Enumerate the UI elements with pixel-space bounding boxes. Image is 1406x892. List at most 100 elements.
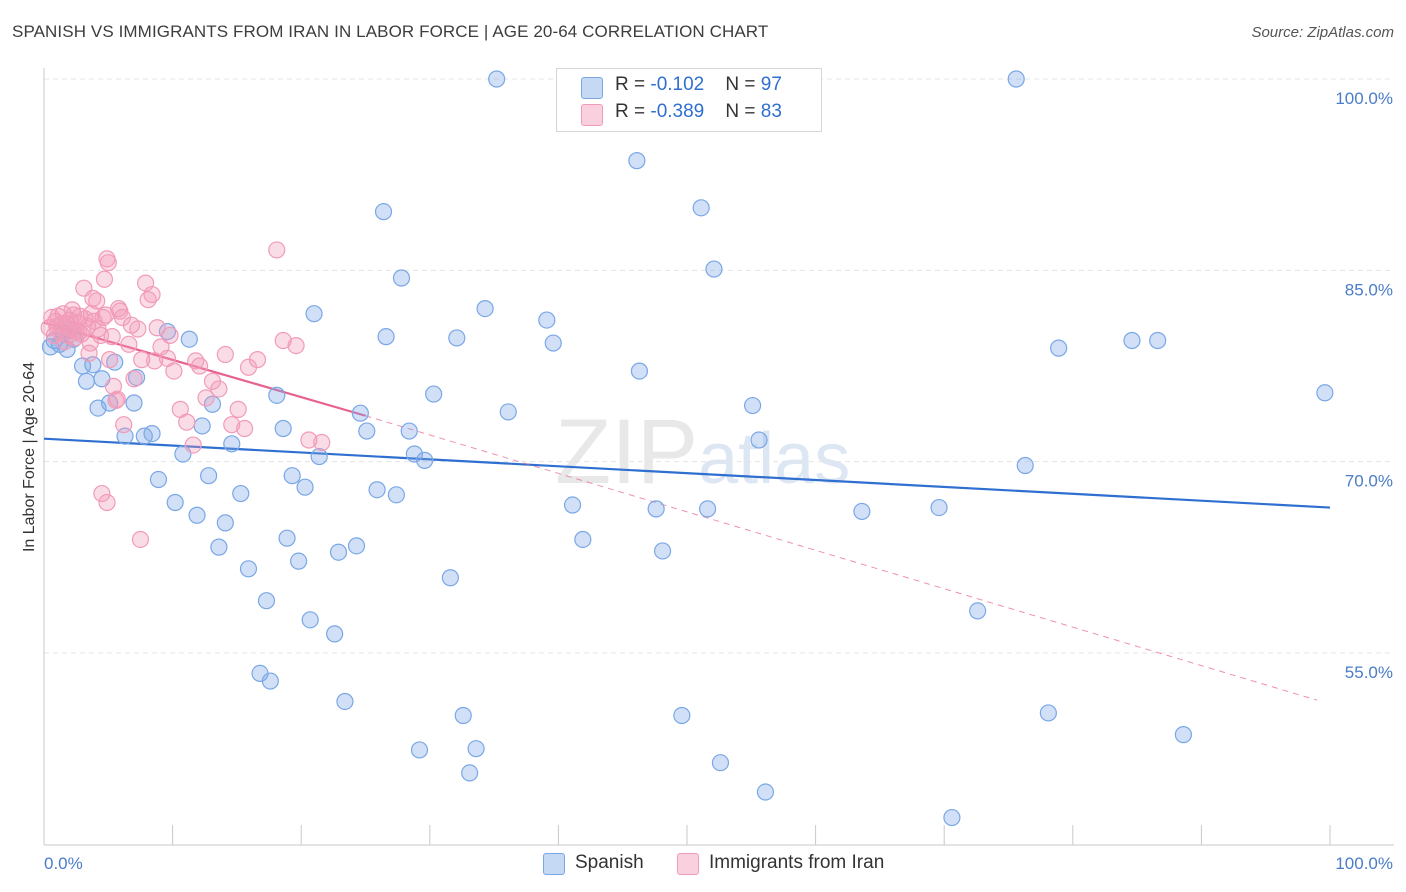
spanish-point [203,395,222,413]
spanish-point [673,706,691,725]
iran-point [80,344,98,362]
tick-labels: 55.0% 70.0% 85.0% 100.0% 0.0% 100.0% In Labor … [21,89,1393,873]
iran-point [148,319,166,337]
spanish-point [326,625,344,643]
legend-stats-spanish: R = -0.102 N = 97 [615,74,782,96]
r-label: R = [615,74,651,95]
source-label: Source: ZipAtlas.com [1251,24,1394,41]
spanish-point [210,538,228,556]
n-value: 83 [760,101,782,122]
iran-point [84,289,102,307]
spanish-point [454,706,472,725]
spanish-swatch [543,853,565,875]
spanish-point [268,386,286,404]
spanish-point [374,203,393,221]
spanish-point [653,542,672,560]
spanish-point [628,152,646,170]
spanish-point [336,692,354,711]
watermark-zip: ZIP [555,401,699,503]
iran-point [165,362,183,380]
spanish-point [149,470,168,489]
spanish-point [1149,331,1167,350]
spanish-point [630,362,649,380]
spanish-point [1007,70,1025,88]
spanish-point [711,754,730,772]
spanish-point [274,419,292,438]
spanish-point [290,552,308,570]
spanish-trend-line [43,437,1331,509]
n-value: 97 [760,74,782,95]
spanish-swatch [581,77,603,99]
iran-point [313,433,331,452]
spanish-point [261,672,279,690]
spanish-point [310,447,328,466]
iran-trend-line-dashed [365,415,1318,701]
spanish-point [647,500,665,518]
spanish-point [232,484,250,503]
x-tick-label: 100.0% [1335,854,1393,873]
watermark: ZIPatlas [555,400,850,505]
iran-point [67,321,85,339]
iran-point [99,254,117,272]
spanish-point [1016,456,1034,475]
spanish-point [1174,726,1192,744]
spanish-point [750,431,768,449]
spanish-point [1123,331,1141,350]
spanish-point [499,403,517,421]
spanish-point [387,486,405,504]
spanish-point [705,260,723,278]
iran-point [187,352,205,370]
iran-point [115,416,133,434]
chart-title: SPANISH VS IMMIGRANTS FROM IRAN IN LABOR… [12,22,769,41]
iran-point [248,351,267,369]
spanish-point [368,481,386,499]
iran-point [100,351,119,369]
spanish-point [329,543,348,561]
spanish-point [943,808,961,827]
spanish-point [166,493,184,512]
axes [43,68,1394,846]
iran-point [122,316,141,334]
spanish-point [188,506,206,524]
legend-label-spanish: Spanish [575,852,644,873]
spanish-point [400,422,418,440]
spanish-point [239,560,258,578]
spanish-point [538,311,556,329]
spanish-point [180,330,198,348]
iran-point [93,484,111,503]
spanish-point [1039,704,1057,722]
spanish-point [448,329,466,347]
iran-point [274,331,292,350]
iran-point [287,336,305,355]
spanish-point [223,435,241,453]
iran-points [40,241,331,549]
spanish-point [193,417,211,435]
spanish-point [544,334,562,352]
iran-point [143,285,161,304]
iran-swatch [581,104,603,126]
n-label: N = [725,74,761,95]
iran-point [46,312,65,330]
y-tick-label: 70.0% [1345,472,1393,491]
spanish-point [930,498,948,517]
iran-point [178,413,196,431]
spanish-point [278,529,296,547]
iran-point [95,270,114,288]
spanish-point [305,305,323,323]
trend-lines [43,321,1331,701]
iran-point [125,370,143,388]
n-label: N = [725,101,761,122]
spanish-point [125,394,143,412]
y-axis-title: In Labor Force | Age 20-64 [21,362,38,552]
spanish-point [698,500,717,518]
iran-point [133,351,151,369]
iran-point [184,436,202,454]
spanish-point [405,445,423,463]
iran-point [223,416,241,434]
legend-stats-iran: R = -0.389 N = 83 [615,101,782,123]
iran-point [197,389,215,407]
iran-point [131,530,150,549]
spanish-point [77,372,96,390]
spanish-point [461,764,479,782]
spanish-point [410,741,429,759]
